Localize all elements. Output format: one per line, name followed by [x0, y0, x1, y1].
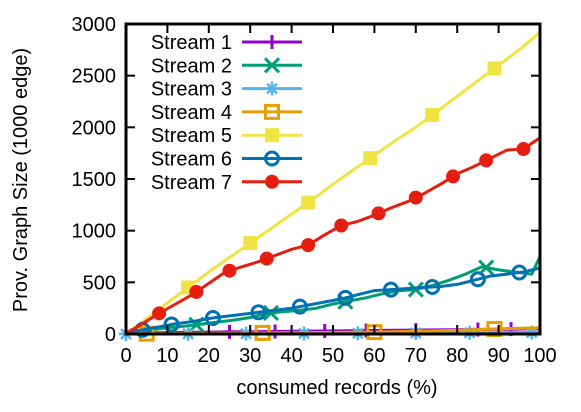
- data-point: [259, 251, 274, 266]
- x-tick-label: 60: [363, 345, 385, 367]
- legend-item: Stream 7: [151, 172, 302, 194]
- x-tick-label: 20: [198, 345, 220, 367]
- x-tick-label: 90: [487, 345, 509, 367]
- legend-marker: [263, 57, 281, 74]
- y-tick-label: 2000: [72, 117, 117, 139]
- data-point: [425, 107, 440, 122]
- data-point: [189, 284, 204, 299]
- data-point: [511, 264, 528, 281]
- x-tick-label: 30: [239, 345, 261, 367]
- legend-marker: [264, 103, 280, 120]
- legend-marker: [265, 174, 279, 189]
- legend-marker: [264, 150, 280, 167]
- y-tick-label: 1500: [72, 169, 117, 191]
- x-tick-label: 50: [322, 345, 344, 367]
- legend-item: Stream 1: [151, 32, 302, 54]
- legend-item: Stream 5: [151, 125, 302, 147]
- x-tick-label: 100: [523, 345, 556, 367]
- series-7: [125, 136, 541, 335]
- legend-label: Stream 5: [151, 125, 232, 147]
- legend-label: Stream 1: [151, 32, 232, 54]
- series-line-2: [125, 255, 542, 335]
- legend-label: Stream 6: [151, 149, 232, 171]
- y-axis-label: Prov. Graph Size (1000 edge): [10, 48, 32, 312]
- data-point: [301, 238, 316, 253]
- y-tick-label: 2500: [72, 66, 117, 88]
- x-tick-label: 80: [446, 345, 468, 367]
- y-tick-label: 0: [105, 324, 116, 346]
- legend-item: Stream 6: [151, 149, 302, 171]
- data-point: [262, 304, 279, 322]
- x-tick-label: 10: [156, 345, 178, 367]
- data-point: [163, 316, 180, 333]
- legend-marker: [265, 35, 279, 49]
- x-axis-label: consumed records (%): [236, 377, 437, 399]
- series-5: [125, 31, 541, 336]
- data-point: [250, 304, 267, 321]
- data-point: [469, 271, 486, 288]
- legend-item: Stream 4: [151, 102, 302, 124]
- data-point: [516, 142, 531, 157]
- axes-layer: 0 10 20 30 40 50 60 70 80 90 100050010001500200025…: [72, 14, 557, 367]
- legend-label: Stream 4: [151, 102, 232, 124]
- data-point: [204, 309, 221, 326]
- x-tick-label: 0: [120, 345, 131, 367]
- y-tick-label: 1000: [72, 221, 117, 243]
- legend-item: Stream 2: [151, 55, 302, 77]
- legend-marker: [265, 81, 279, 96]
- data-point: [479, 153, 494, 168]
- series-6: [125, 264, 541, 338]
- x-tick-label: 40: [280, 345, 302, 367]
- legend-label: Stream 2: [151, 55, 232, 77]
- data-point: [334, 218, 349, 233]
- y-tick-label: 3000: [72, 14, 117, 36]
- legend-item: Stream 3: [151, 79, 302, 101]
- legend-label: Stream 3: [151, 79, 232, 101]
- data-point: [524, 325, 539, 340]
- data-point: [382, 281, 399, 298]
- data-point: [301, 195, 316, 210]
- data-point: [363, 151, 378, 166]
- legend-label: Stream 7: [151, 172, 232, 194]
- x-tick-label: 70: [405, 345, 427, 367]
- data-point: [408, 190, 423, 205]
- legend-marker: [265, 128, 279, 143]
- data-point: [222, 263, 237, 278]
- data-point: [337, 289, 354, 306]
- data-point: [152, 306, 167, 321]
- data-point: [243, 236, 258, 251]
- data-point: [371, 206, 386, 221]
- data-point: [407, 281, 424, 298]
- data-point: [291, 298, 308, 315]
- data-point: [424, 278, 441, 295]
- data-point: [446, 169, 461, 184]
- y-tick-label: 500: [83, 272, 116, 294]
- data-point: [487, 61, 502, 76]
